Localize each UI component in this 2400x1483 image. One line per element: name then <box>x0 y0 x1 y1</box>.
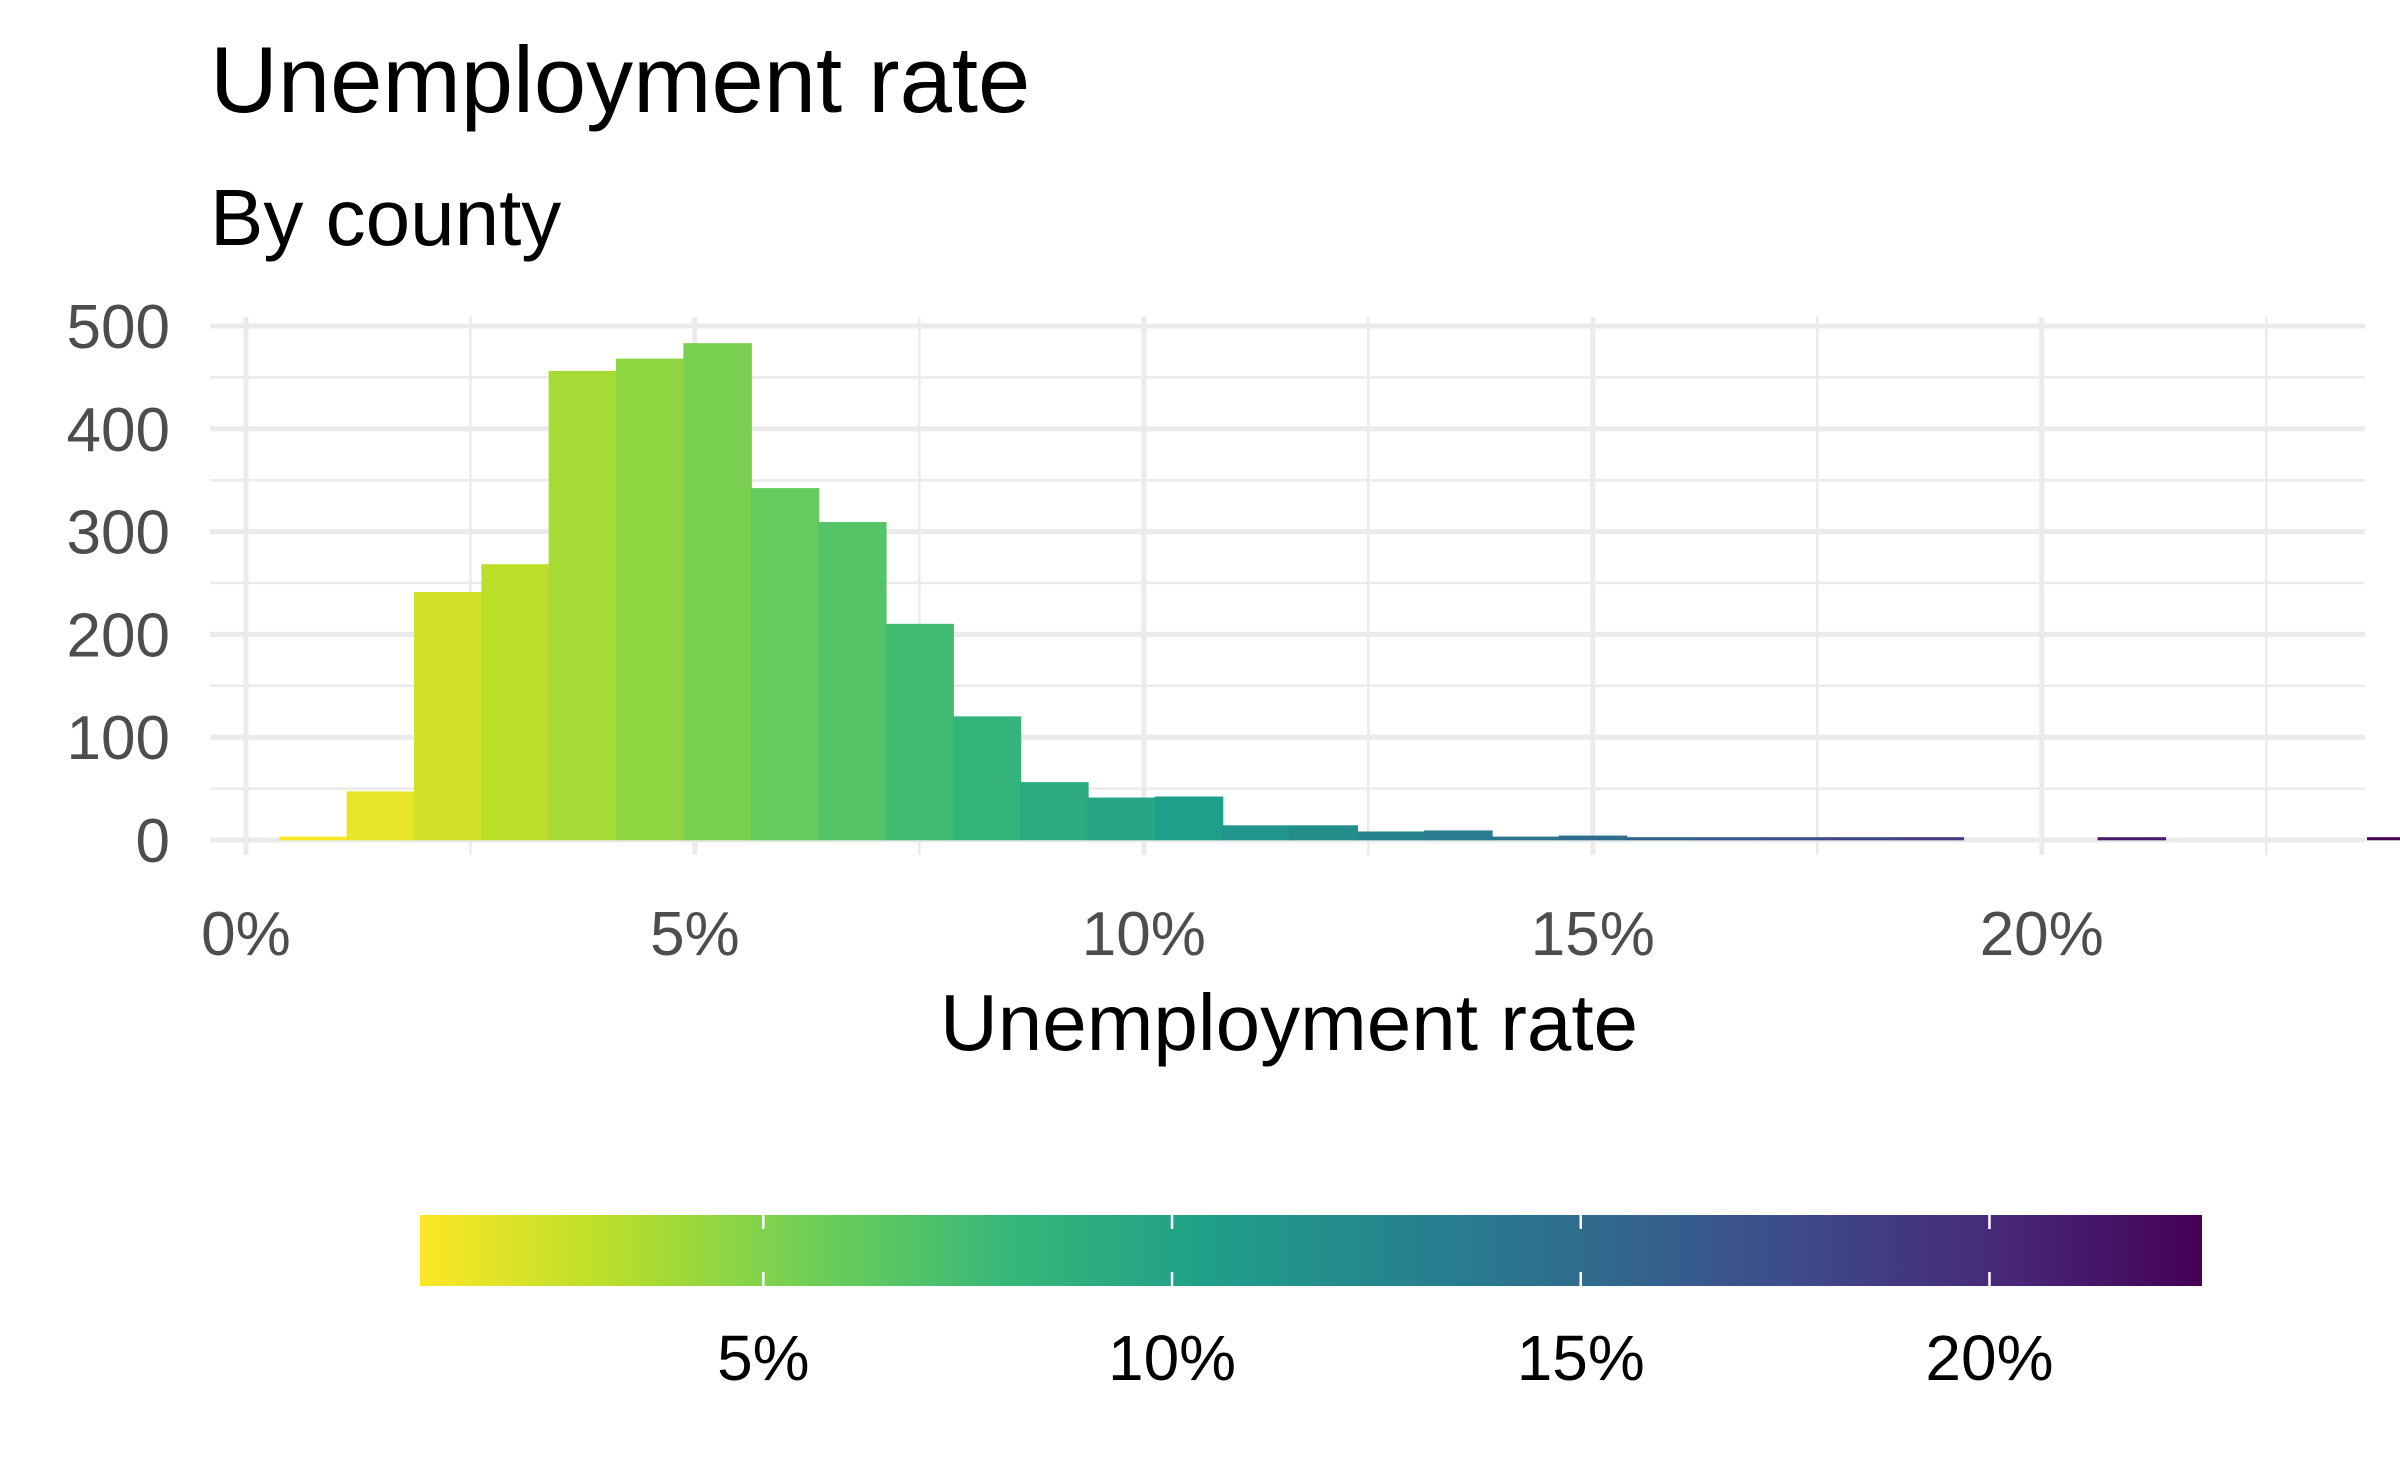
histogram-bar <box>1760 837 1830 841</box>
chart-title: Unemployment rate <box>210 27 1030 132</box>
histogram-bar <box>1356 831 1426 841</box>
histogram-bar <box>279 836 348 841</box>
histogram-bar <box>750 488 820 841</box>
histogram-bar <box>818 522 887 841</box>
legend-tick-label: 5% <box>717 1322 810 1394</box>
x-tick-label: 5% <box>650 900 740 969</box>
histogram-bar <box>616 358 685 841</box>
x-axis-label: Unemployment rate <box>940 978 1638 1067</box>
histogram-bar <box>1087 797 1156 841</box>
histogram-bar <box>1222 825 1291 841</box>
legend-tick-label: 20% <box>1925 1322 2053 1394</box>
histogram-bar <box>952 716 1022 841</box>
legend-ticks: 5% 10% 15% 20% <box>717 1215 2054 1394</box>
x-axis-tick-labels: 0% 5% 10% 15% 20% <box>201 900 2104 969</box>
histogram-bar <box>2366 837 2400 841</box>
histogram-bar <box>346 791 416 841</box>
histogram-bar <box>1491 836 1561 841</box>
histogram-bar <box>2097 837 2167 841</box>
histogram-bar <box>1558 835 1628 841</box>
y-tick-label: 400 <box>67 396 170 465</box>
histogram-bars <box>279 343 2400 841</box>
x-tick-label: 10% <box>1082 900 1206 969</box>
histogram-bar <box>1828 837 1897 841</box>
histogram-bar <box>413 591 483 841</box>
histogram-bar <box>1626 837 1695 841</box>
legend-colorbar <box>420 1215 2202 1286</box>
histogram-bar <box>1289 825 1358 841</box>
histogram-bar <box>1020 782 1089 841</box>
histogram-bar <box>1154 796 1224 841</box>
histogram-bar <box>1693 837 1763 841</box>
histogram-bar <box>683 343 752 841</box>
histogram-bar <box>1895 837 1965 841</box>
x-tick-label: 20% <box>1980 900 2104 969</box>
histogram-bar <box>1424 830 1493 841</box>
y-tick-label: 100 <box>67 704 170 773</box>
histogram-bar <box>885 623 954 841</box>
legend-tick-label: 10% <box>1108 1322 1236 1394</box>
legend-tick-label: 15% <box>1517 1322 1645 1394</box>
histogram-bar <box>481 564 550 841</box>
x-tick-label: 0% <box>201 900 291 969</box>
color-legend: 5% 10% 15% 20% <box>420 1215 2202 1394</box>
chart-subtitle: By county <box>210 173 561 262</box>
x-tick-label: 15% <box>1531 900 1655 969</box>
y-tick-label: 0 <box>136 807 170 876</box>
histogram-bar <box>548 370 618 841</box>
y-tick-label: 200 <box>67 601 170 670</box>
y-axis-tick-labels: 0 100 200 300 400 500 <box>67 293 170 876</box>
y-tick-label: 300 <box>67 499 170 568</box>
y-tick-label: 500 <box>67 293 170 362</box>
